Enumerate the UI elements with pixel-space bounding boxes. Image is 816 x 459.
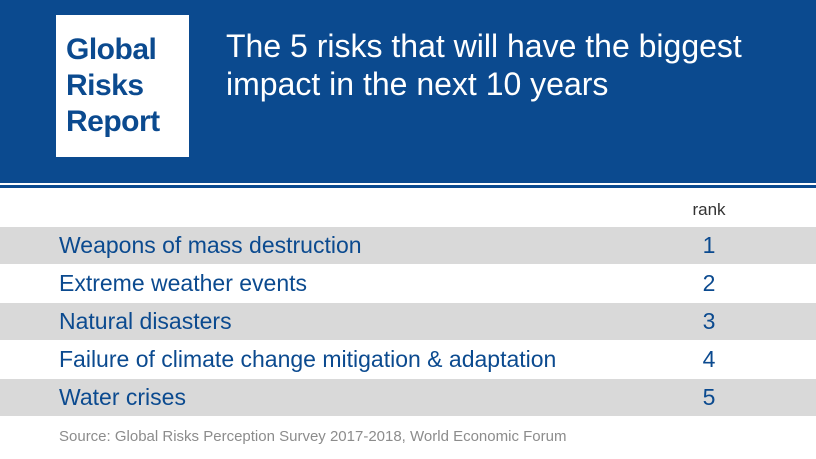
risk-table: Weapons of mass destruction 1 Extreme we… — [0, 227, 816, 417]
risk-label: Natural disasters — [59, 308, 232, 334]
table-row: Natural disasters 3 — [0, 303, 816, 340]
table-row: Weapons of mass destruction 1 — [0, 227, 816, 264]
source-note: Source: Global Risks Perception Survey 2… — [59, 428, 567, 445]
chart-title: The 5 risks that will have the biggest i… — [226, 28, 742, 102]
risk-rank: 5 — [702, 384, 716, 410]
global-risks-report-logo: Global Risks Report — [56, 15, 189, 157]
risk-label: Failure of climate change mitigation & a… — [59, 346, 557, 372]
table-row: Extreme weather events 2 — [0, 265, 816, 302]
risk-rank: 3 — [702, 308, 716, 334]
risk-rank: 4 — [702, 346, 716, 372]
header-banner: Global Risks Report The 5 risks that wil… — [0, 0, 816, 183]
risk-rank: 2 — [702, 270, 716, 296]
header-divider — [0, 185, 816, 188]
risk-label: Extreme weather events — [59, 270, 308, 296]
logo-line-3: Report — [66, 105, 160, 138]
table-row: Failure of climate change mitigation & a… — [0, 341, 816, 378]
table-row: Water crises 5 — [0, 379, 816, 416]
risk-label: Water crises — [59, 384, 186, 410]
logo-line-2: Risks — [66, 69, 144, 102]
logo-line-1: Global — [66, 33, 157, 66]
risk-label: Weapons of mass destruction — [59, 232, 362, 258]
risk-rank: 1 — [702, 232, 716, 258]
rank-column-header: rank — [692, 200, 726, 219]
